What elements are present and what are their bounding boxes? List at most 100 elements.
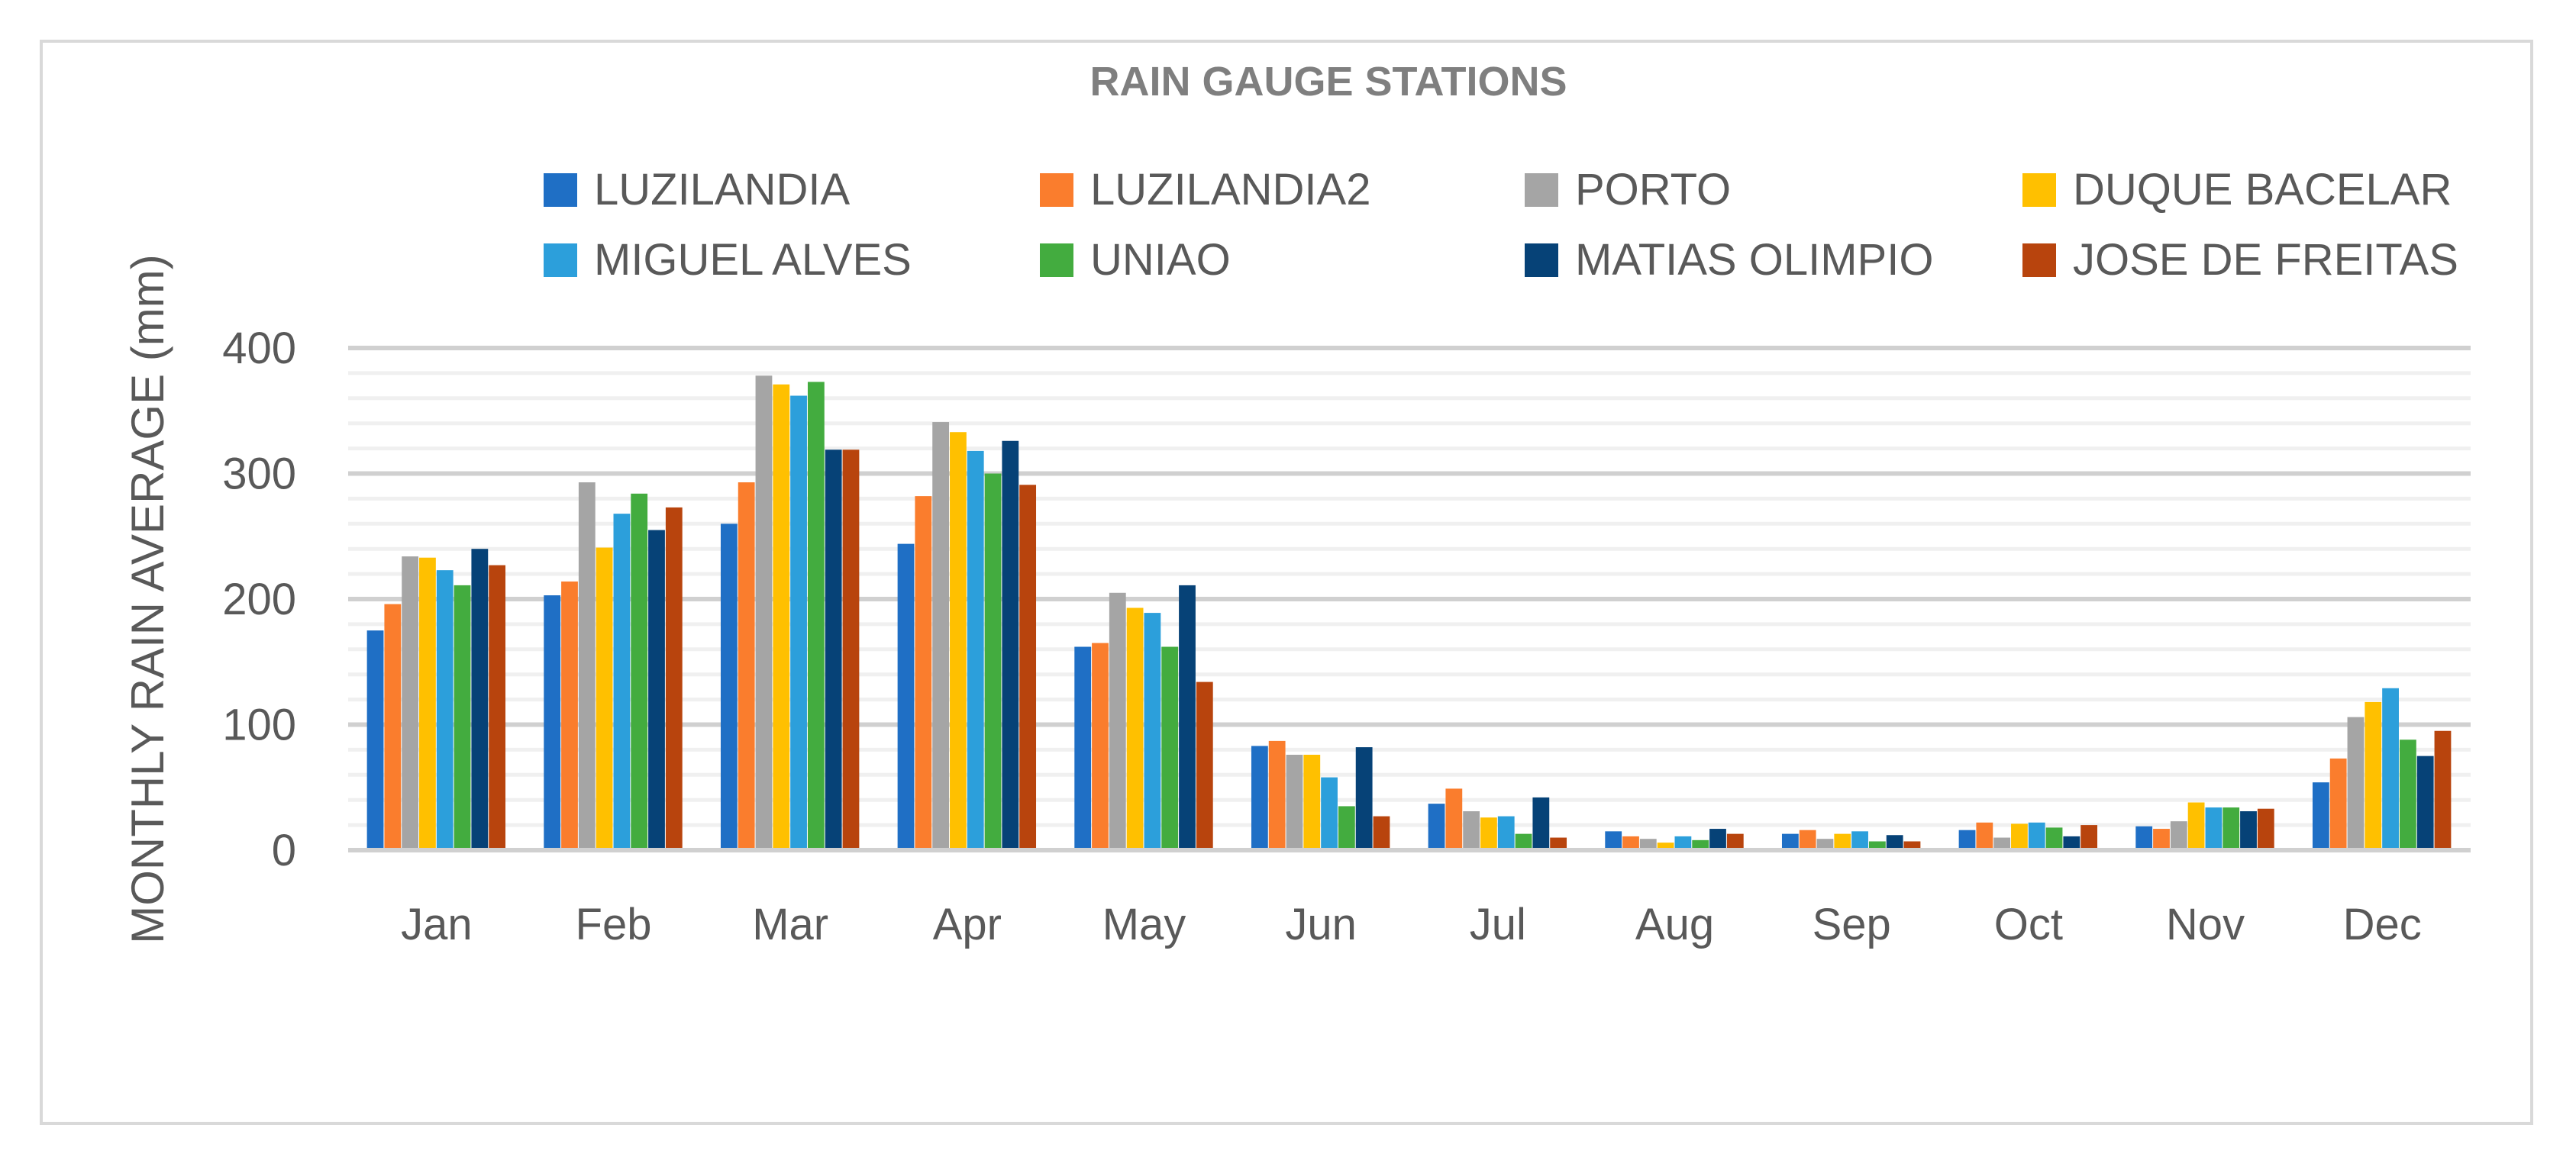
bar-group-oct	[1958, 822, 2098, 850]
bar	[1515, 833, 1532, 850]
legend-label: UNIAO	[1090, 235, 1231, 285]
legend-swatch	[1525, 173, 1558, 207]
legend-label: LUZILANDIA2	[1090, 165, 1370, 214]
legend-label: LUZILANDIA	[594, 165, 851, 214]
bar	[2257, 808, 2274, 850]
bar-group-dec	[2312, 688, 2452, 851]
bar	[613, 514, 631, 850]
bar	[1196, 682, 1213, 850]
bar	[842, 450, 860, 850]
bar	[419, 557, 436, 850]
bar	[1639, 839, 1657, 850]
bar	[2416, 756, 2434, 851]
bar	[2347, 717, 2365, 850]
y-tick-label: 200	[222, 575, 296, 624]
bar	[402, 556, 419, 850]
bar	[1480, 817, 1497, 850]
x-tick-label: Jul	[1470, 900, 1526, 949]
bar	[2240, 811, 2257, 850]
bar	[1373, 816, 1390, 850]
bar	[1709, 829, 1726, 850]
bar	[807, 382, 825, 850]
bar	[1903, 841, 1921, 850]
bar	[1605, 831, 1622, 850]
bar	[2080, 825, 2098, 850]
x-tick-label: Apr	[933, 900, 1002, 949]
bar-group-nov	[2135, 802, 2274, 850]
bar	[2011, 823, 2028, 850]
bar	[2135, 826, 2153, 850]
bar	[825, 450, 842, 850]
bar	[755, 375, 773, 850]
legend-item: UNIAO	[1040, 235, 1231, 285]
bar	[2382, 688, 2399, 850]
bar	[1161, 646, 1179, 850]
legend-swatch	[2022, 243, 2056, 277]
bar	[578, 482, 596, 850]
bar	[1868, 841, 1886, 850]
bar	[1109, 592, 1126, 850]
legend-label: PORTO	[1575, 165, 1731, 214]
bar	[1497, 816, 1515, 850]
legend-label: JOSE DE FREITAS	[2073, 235, 2458, 285]
gridlines	[348, 346, 2471, 827]
bar	[790, 395, 807, 850]
y-tick-label: 300	[222, 450, 296, 499]
bar	[2153, 829, 2170, 850]
bar	[1550, 837, 1567, 850]
bar	[1002, 440, 1019, 850]
bar	[2312, 782, 2329, 850]
chart-frame	[40, 40, 2533, 1125]
legend-swatch	[2022, 173, 2056, 207]
bar-group-aug	[1605, 829, 1744, 850]
bar	[1019, 485, 1037, 850]
bar-group-feb	[544, 482, 683, 850]
bar	[1834, 833, 1851, 850]
bar	[2365, 701, 2382, 850]
bar-group-jun	[1251, 740, 1390, 850]
bar-group-apr	[897, 422, 1037, 850]
bar-group-may	[1074, 585, 1213, 850]
bar	[1463, 811, 1480, 850]
bar	[2434, 730, 2452, 850]
bar	[2329, 758, 2347, 850]
bar	[2170, 821, 2187, 850]
bar	[366, 630, 384, 851]
bar	[1092, 643, 1109, 850]
bar	[2063, 836, 2080, 850]
legend-swatch	[1040, 173, 1073, 207]
bar	[1144, 613, 1161, 850]
x-tick-label: Feb	[576, 900, 652, 949]
bar	[471, 549, 489, 850]
bar	[1179, 585, 1196, 850]
bar	[648, 530, 665, 850]
x-tick-label: May	[1102, 900, 1186, 949]
x-axis-ticks: Jan Feb Mar Apr May Jun Jul Aug Sep Oct Nov Dec	[401, 900, 2422, 949]
bar	[738, 482, 755, 850]
bar	[950, 432, 967, 850]
bars	[348, 375, 2471, 852]
bar	[1886, 835, 1903, 850]
x-tick-label: Oct	[1994, 900, 2063, 949]
legend-item: MATIAS OLIMPIO	[1525, 235, 1933, 285]
bar	[1428, 804, 1445, 850]
y-tick-label: 100	[222, 701, 296, 750]
bar	[2205, 807, 2223, 850]
bar	[897, 543, 915, 850]
legend-item: DUQUE BACELAR	[2022, 165, 2452, 214]
bar	[773, 384, 790, 851]
bar	[596, 547, 613, 850]
bar	[1993, 837, 2011, 850]
bar	[967, 450, 984, 850]
bar	[2028, 822, 2045, 850]
bar	[1445, 788, 1463, 850]
bar-group-jul	[1428, 788, 1567, 850]
bar	[2045, 827, 2063, 850]
legend: LUZILANDIA LUZILANDIA2 PORTO DUQUE BACELAR M…	[544, 165, 2458, 285]
bar	[1976, 822, 1993, 850]
legend-swatch	[1525, 243, 1558, 277]
legend-swatch	[544, 243, 577, 277]
legend-label: MIGUEL ALVES	[594, 235, 912, 285]
bar	[1286, 754, 1303, 850]
bar-group-mar	[720, 375, 860, 851]
